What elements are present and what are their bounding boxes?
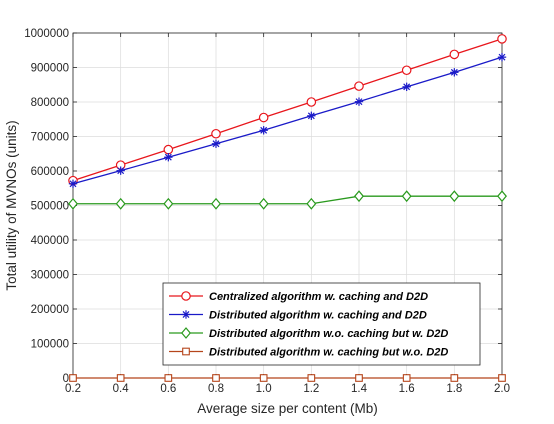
diamond-marker [401, 190, 412, 203]
x-tick-label: 0.8 [208, 383, 224, 395]
legend-label: Distributed algorithm w. caching and D2D [209, 310, 427, 322]
diamond-marker [68, 197, 78, 210]
diamond-marker [258, 197, 269, 210]
x-tick-label: 1.8 [446, 383, 462, 395]
series-line [72, 56, 503, 185]
y-tick-label: 800000 [31, 97, 69, 109]
circle-marker [449, 49, 460, 60]
square-marker [450, 374, 459, 382]
diamond-marker [497, 190, 507, 203]
y-tick-label: 600000 [31, 166, 69, 178]
x-tick-label: 1.6 [399, 383, 415, 395]
circle-marker [401, 65, 412, 76]
series-square [69, 374, 506, 382]
circle-marker [497, 34, 507, 44]
square-marker [259, 374, 268, 382]
asterisk-marker [164, 153, 173, 162]
legend-label: Distributed algorithm w. caching but w.o… [209, 347, 448, 359]
asterisk-marker [450, 68, 459, 77]
series-line [72, 38, 503, 182]
x-tick-label: 0.4 [113, 383, 130, 395]
circle-marker [354, 81, 364, 91]
y-axis-label: Total utility of MVNOs (units) [4, 120, 19, 290]
square-marker [355, 374, 363, 382]
x-tick-label: 0.6 [160, 383, 176, 395]
x-tick-label: 1.0 [256, 383, 272, 395]
legend-entry: Distributed algorithm w.o. caching but w… [169, 327, 448, 340]
y-tick-label: 100000 [31, 339, 69, 351]
diamond-marker [306, 197, 317, 210]
x-tick-label: 0.2 [65, 383, 81, 395]
series-line [73, 195, 502, 205]
x-tick-label: 2.0 [494, 383, 510, 395]
legend-entry: Centralized algorithm w. caching and D2D [169, 291, 428, 303]
circle-marker [163, 144, 174, 155]
asterisk-marker [116, 166, 125, 175]
asterisk-marker [497, 52, 507, 62]
square-marker [182, 347, 190, 356]
asterisk-marker [402, 82, 411, 92]
legend: Centralized algorithm w. caching and D2D… [162, 282, 481, 366]
y-tick-label: 500000 [31, 201, 69, 213]
circle-marker [306, 97, 317, 107]
circle-marker [258, 112, 269, 123]
y-tick-label: 0 [63, 373, 69, 385]
square-marker [307, 374, 316, 382]
y-tick-label: 200000 [31, 304, 69, 316]
series-asterisk [68, 52, 507, 188]
legend-label: Centralized algorithm w. caching and D2D [209, 291, 428, 303]
legend-box [162, 282, 481, 366]
square-marker [164, 374, 173, 382]
asterisk-marker [68, 179, 78, 188]
y-tick-label: 400000 [31, 235, 69, 247]
x-axis-label: Average size per content (Mb) [197, 401, 378, 416]
square-marker [116, 374, 125, 382]
y-tick-label: 1000000 [24, 28, 69, 40]
legend-entry: Distributed algorithm w. caching but w.o… [169, 347, 448, 359]
series-group [68, 34, 507, 382]
square-marker [498, 374, 506, 382]
asterisk-marker [211, 139, 221, 148]
square-marker [212, 374, 220, 382]
circle-marker [211, 128, 221, 139]
square-marker [402, 374, 411, 382]
diamond-marker [163, 197, 174, 210]
y-tick-label: 300000 [31, 270, 69, 282]
diamond-marker [115, 197, 126, 210]
legend-label: Distributed algorithm w.o. caching but w… [209, 328, 448, 340]
x-tick-label: 1.4 [351, 383, 368, 395]
asterisk-marker [259, 126, 268, 135]
y-tick-label: 900000 [31, 63, 69, 75]
diamond-marker [354, 190, 364, 203]
asterisk-marker [354, 97, 364, 106]
circle-marker [181, 291, 191, 301]
diamond-marker [181, 327, 191, 339]
asterisk-marker [307, 111, 316, 120]
asterisk-marker [181, 310, 191, 319]
x-tick-label: 1.2 [303, 383, 319, 395]
legend-entry: Distributed algorithm w. caching and D2D [169, 310, 427, 322]
series-circle [68, 34, 507, 186]
square-marker [69, 374, 77, 382]
y-tick-label: 700000 [31, 132, 69, 144]
diamond-marker [449, 190, 460, 203]
series-diamond [68, 190, 507, 210]
diamond-marker [211, 197, 221, 210]
